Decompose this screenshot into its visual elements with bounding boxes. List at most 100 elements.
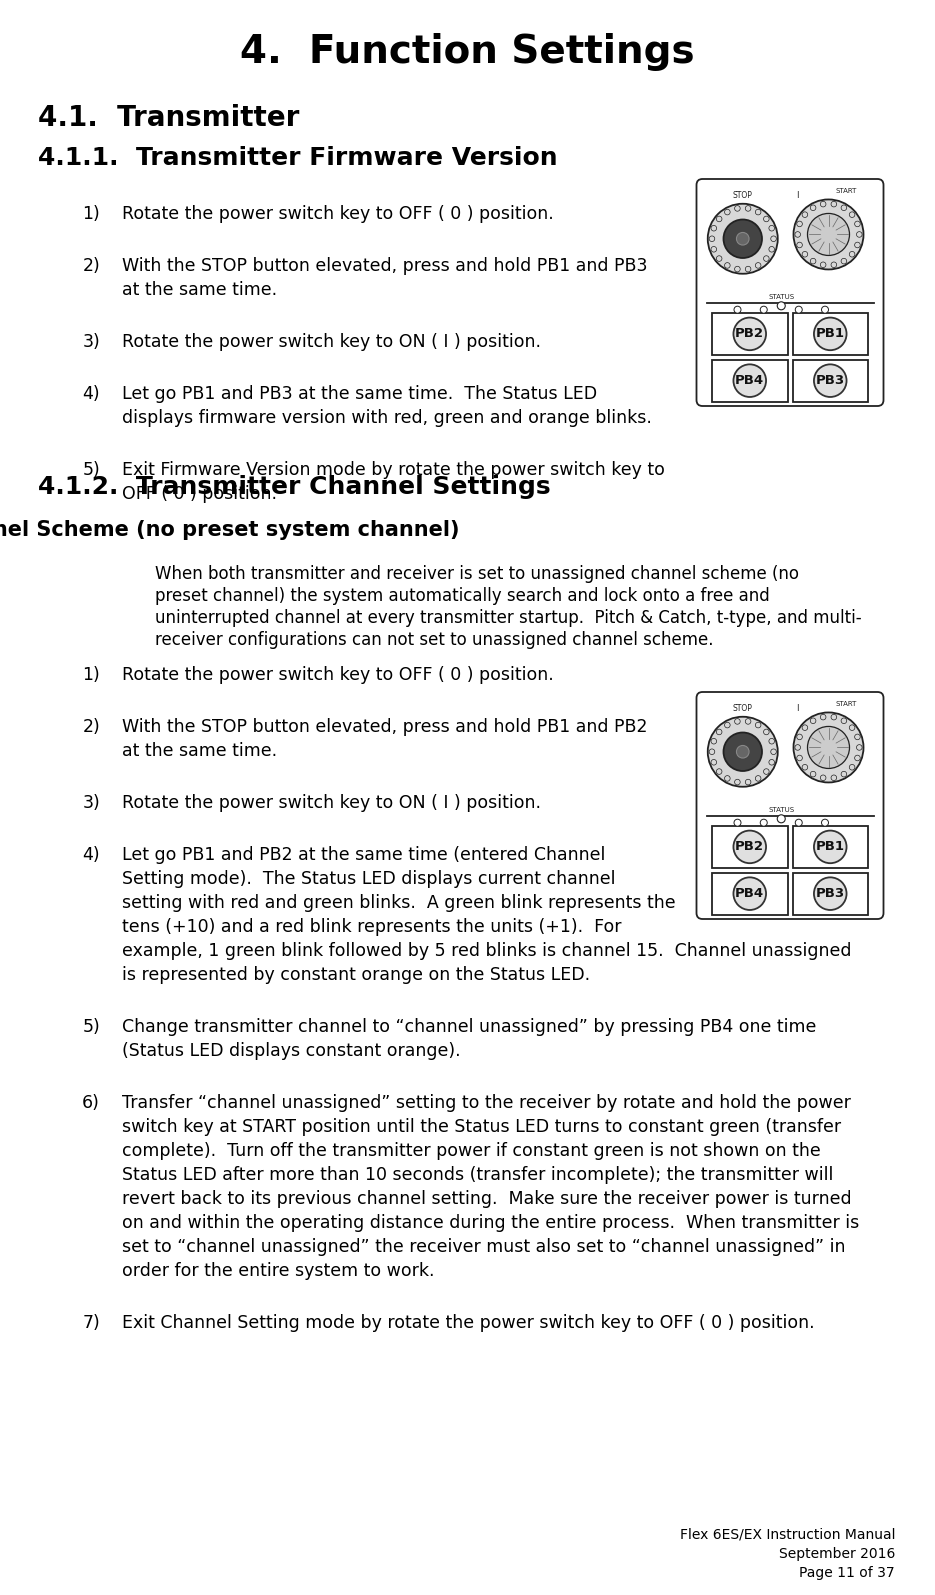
Text: Page 11 of 37: Page 11 of 37 (799, 1566, 895, 1581)
Text: Change transmitter channel to “channel unassigned” by pressing PB4 one time: Change transmitter channel to “channel u… (122, 1018, 816, 1037)
FancyBboxPatch shape (793, 360, 868, 402)
Text: With the STOP button elevated, press and hold PB1 and PB2: With the STOP button elevated, press and… (122, 718, 648, 735)
Text: STATUS: STATUS (769, 293, 795, 300)
Text: OFF ( 0 ) position.: OFF ( 0 ) position. (122, 485, 277, 502)
Circle shape (842, 718, 847, 724)
Circle shape (797, 242, 802, 247)
Circle shape (755, 263, 761, 268)
Circle shape (716, 217, 722, 222)
Text: uninterrupted channel at every transmitter startup.  Pitch & Catch, t-type, and : uninterrupted channel at every transmitt… (155, 609, 862, 627)
Circle shape (814, 364, 846, 397)
Text: 7): 7) (82, 1314, 100, 1332)
Circle shape (764, 255, 770, 262)
Text: 4): 4) (82, 845, 100, 864)
Circle shape (755, 723, 761, 727)
Text: PB3: PB3 (815, 887, 845, 900)
Text: at the same time.: at the same time. (122, 281, 277, 298)
Text: STATUS: STATUS (769, 807, 795, 813)
Circle shape (831, 201, 837, 207)
Circle shape (716, 769, 722, 774)
FancyBboxPatch shape (793, 313, 868, 354)
Text: example, 1 green blink followed by 5 red blinks is channel 15.  Channel unassign: example, 1 green blink followed by 5 red… (122, 943, 852, 960)
Text: Rotate the power switch key to ON ( I ) position.: Rotate the power switch key to ON ( I ) … (122, 333, 541, 351)
Text: order for the entire system to work.: order for the entire system to work. (122, 1262, 435, 1281)
Circle shape (796, 820, 802, 826)
Circle shape (811, 258, 816, 263)
Circle shape (795, 231, 800, 238)
Circle shape (842, 258, 847, 263)
Text: With the STOP button elevated, press and hold PB1 and PB3: With the STOP button elevated, press and… (122, 257, 648, 274)
Circle shape (724, 220, 762, 258)
Circle shape (831, 775, 837, 780)
Circle shape (725, 723, 730, 727)
Circle shape (709, 236, 714, 241)
Text: receiver configurations can not set to unassigned channel scheme.: receiver configurations can not set to u… (155, 632, 713, 649)
Circle shape (764, 769, 770, 774)
Text: set to “channel unassigned” the receiver must also set to “channel unassigned” i: set to “channel unassigned” the receiver… (122, 1238, 845, 1255)
Circle shape (842, 772, 847, 777)
Circle shape (802, 212, 808, 217)
Circle shape (725, 775, 730, 782)
Circle shape (769, 247, 774, 252)
Circle shape (770, 236, 776, 241)
Circle shape (745, 719, 751, 724)
Text: STOP: STOP (733, 191, 753, 201)
Circle shape (811, 772, 816, 777)
Text: START: START (835, 188, 856, 195)
Text: setting with red and green blinks.  A green blink represents the: setting with red and green blinks. A gre… (122, 895, 676, 912)
Circle shape (822, 306, 828, 313)
Circle shape (820, 262, 826, 268)
Circle shape (808, 726, 850, 769)
Text: complete).  Turn off the transmitter power if constant green is not shown on the: complete). Turn off the transmitter powe… (122, 1142, 821, 1160)
FancyBboxPatch shape (712, 872, 787, 914)
Text: PB1: PB1 (815, 841, 844, 853)
Circle shape (769, 738, 774, 743)
Text: A.  Unassigned Channel Scheme (no preset system channel): A. Unassigned Channel Scheme (no preset … (0, 520, 459, 541)
Circle shape (769, 759, 774, 766)
Circle shape (831, 262, 837, 268)
Circle shape (725, 263, 730, 268)
Circle shape (711, 225, 716, 231)
Text: 4.1.1.  Transmitter Firmware Version: 4.1.1. Transmitter Firmware Version (38, 147, 557, 171)
Circle shape (849, 724, 855, 731)
Text: I: I (796, 191, 798, 201)
Text: PB4: PB4 (735, 887, 764, 900)
Circle shape (764, 729, 770, 735)
Circle shape (855, 734, 860, 740)
Circle shape (814, 831, 846, 863)
Text: 6): 6) (82, 1094, 100, 1112)
Circle shape (733, 877, 766, 911)
Text: 1): 1) (82, 206, 100, 223)
Text: PB4: PB4 (735, 375, 764, 388)
Circle shape (811, 718, 816, 724)
Circle shape (745, 266, 751, 271)
Text: 3): 3) (82, 333, 100, 351)
Circle shape (849, 252, 855, 257)
Circle shape (855, 242, 860, 247)
Text: 2): 2) (82, 257, 100, 274)
Text: PB2: PB2 (735, 327, 764, 340)
Text: When both transmitter and receiver is set to unassigned channel scheme (no: When both transmitter and receiver is se… (155, 565, 799, 584)
Text: Exit Channel Setting mode by rotate the power switch key to OFF ( 0 ) position.: Exit Channel Setting mode by rotate the … (122, 1314, 814, 1332)
Circle shape (735, 266, 741, 271)
Circle shape (831, 715, 837, 719)
FancyBboxPatch shape (712, 826, 787, 868)
Text: 4): 4) (82, 384, 100, 404)
Circle shape (764, 217, 770, 222)
Circle shape (849, 212, 855, 217)
Circle shape (814, 317, 846, 351)
Text: preset channel) the system automatically search and lock onto a free and: preset channel) the system automatically… (155, 587, 770, 605)
Text: September 2016: September 2016 (779, 1547, 895, 1562)
Circle shape (814, 877, 846, 911)
Text: tens (+10) and a red blink represents the units (+1).  For: tens (+10) and a red blink represents th… (122, 919, 622, 936)
Text: displays firmware version with red, green and orange blinks.: displays firmware version with red, gree… (122, 408, 652, 427)
Circle shape (725, 209, 730, 215)
Circle shape (770, 750, 776, 754)
Circle shape (733, 364, 766, 397)
Circle shape (735, 719, 741, 724)
Circle shape (820, 715, 826, 719)
Text: 2): 2) (82, 718, 100, 735)
Circle shape (797, 754, 802, 761)
Text: 4.1.2.  Transmitter Channel Settings: 4.1.2. Transmitter Channel Settings (38, 475, 551, 499)
Circle shape (777, 815, 785, 823)
